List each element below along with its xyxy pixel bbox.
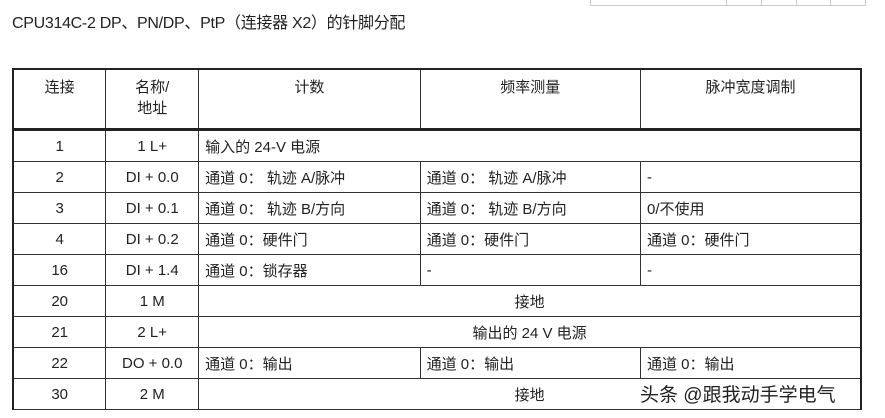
table-row: 3 DI + 0.1 通道 0： 轨迹 B/方向 通道 0： 轨迹 B/方向 0/不使用: [12, 192, 862, 224]
header-counting: 计数: [198, 68, 421, 131]
table-row: 4 DI + 0.2 通道 0：硬件门 通道 0：硬件门 通道 0：硬件门: [12, 223, 862, 255]
span-cell: 接地: [198, 378, 862, 410]
name-cell: DO + 0.0: [105, 347, 200, 379]
name-cell: 2 L+: [105, 316, 200, 348]
name-cell: 1 L+: [105, 129, 200, 162]
function-cell: 通道 0： 轨迹 A/脉冲: [198, 161, 421, 193]
table-row: 16 DI + 1.4 通道 0：锁存器 - -: [12, 254, 862, 286]
name-cell: 1 M: [105, 285, 200, 317]
function-cell: 通道 0： 轨迹 A/脉冲: [419, 161, 642, 193]
span-cell: 输入的 24-V 电源: [198, 129, 862, 162]
table-row: 30 2 M 接地: [12, 378, 862, 410]
function-cell: 0/不使用: [640, 192, 862, 224]
watermark: 头条 @跟我动手学电气: [640, 385, 836, 406]
pin-cell: 4: [12, 223, 107, 255]
function-cell: 通道 0：硬件门: [198, 223, 421, 255]
span-cell: 输出的 24 V 电源: [198, 316, 862, 348]
function-cell: 通道 0： 轨迹 B/方向: [419, 192, 642, 224]
function-cell: -: [640, 161, 862, 193]
function-cell: 通道 0：输出: [419, 347, 642, 379]
pin-cell: 21: [12, 316, 107, 348]
span-cell: 接地: [198, 285, 862, 317]
name-cell: DI + 1.4: [105, 254, 200, 286]
name-cell: DI + 0.1: [105, 192, 200, 224]
header-frequency: 频率测量: [419, 68, 642, 131]
partial-table-fragment: [590, 0, 866, 6]
pin-cell: 30: [12, 378, 107, 410]
function-cell: 通道 0：硬件门: [640, 223, 862, 255]
function-cell: 通道 0：锁存器: [198, 254, 421, 286]
pin-cell: 22: [12, 347, 107, 379]
table-row: 20 1 M 接地: [12, 285, 862, 317]
page-title: CPU314C-2 DP、PN/DP、PtP（连接器 X2）的针脚分配: [12, 15, 406, 32]
name-cell: 2 M: [105, 378, 200, 410]
table-row: 22 DO + 0.0 通道 0：输出 通道 0：输出 通道 0：输出: [12, 347, 862, 379]
function-cell: -: [419, 254, 642, 286]
header-name: 名称/地址: [105, 68, 200, 131]
pin-cell: 2: [12, 161, 107, 193]
function-cell: 通道 0：输出: [198, 347, 421, 379]
pin-cell: 20: [12, 285, 107, 317]
pin-cell: 3: [12, 192, 107, 224]
function-cell: 通道 0： 轨迹 B/方向: [198, 192, 421, 224]
header-pwm: 脉冲宽度调制: [640, 68, 862, 131]
header-pin: 连接: [12, 68, 107, 131]
table-row: 21 2 L+ 输出的 24 V 电源: [12, 316, 862, 348]
pin-cell: 16: [12, 254, 107, 286]
pin-cell: 1: [12, 129, 107, 162]
function-cell: 通道 0：输出: [640, 347, 862, 379]
name-cell: DI + 0.0: [105, 161, 200, 193]
function-cell: -: [640, 254, 862, 286]
name-cell: DI + 0.2: [105, 223, 200, 255]
function-cell: 通道 0：硬件门: [419, 223, 642, 255]
table-row: 2 DI + 0.0 通道 0： 轨迹 A/脉冲 通道 0： 轨迹 A/脉冲 -: [12, 161, 862, 193]
